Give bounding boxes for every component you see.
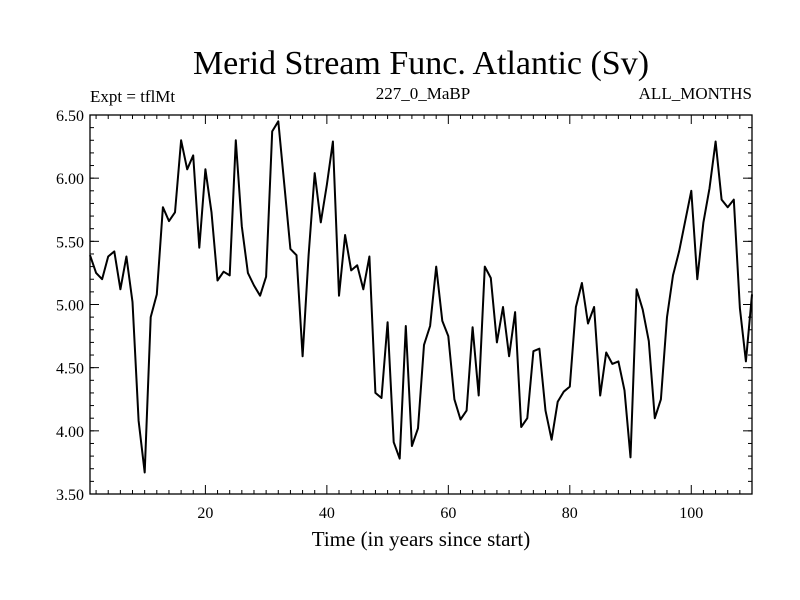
chart-title: Merid Stream Func. Atlantic (Sv)	[193, 45, 649, 82]
axes: 3.50 4.00 4.50 5.00 5.50 6.00 6.50 20 40 60 80 100	[56, 108, 753, 522]
x-tick-label: 20	[197, 505, 213, 522]
y-tick-label: 4.50	[56, 361, 84, 378]
x-axis-label: Time (in years since start)	[312, 527, 531, 551]
y-tick-label: 5.50	[56, 234, 84, 251]
x-tick-label: 80	[562, 505, 578, 522]
series-layer	[89, 120, 753, 474]
x-tick-label: 40	[319, 505, 335, 522]
y-tick-label: 5.00	[56, 298, 84, 315]
plot-frame	[89, 114, 753, 495]
series-line	[89, 120, 753, 474]
y-tick-label: 6.00	[56, 171, 84, 188]
y-tick-label: 4.00	[56, 424, 84, 441]
x-tick-label: 100	[679, 505, 703, 522]
dataset-label: 227_0_MaBP	[376, 84, 470, 103]
y-tick-label: 3.50	[56, 487, 84, 504]
x-tick-label: 60	[440, 505, 456, 522]
experiment-label: Expt = tflMt	[90, 87, 175, 106]
y-tick-label: 6.50	[56, 108, 84, 125]
months-label: ALL_MONTHS	[639, 84, 752, 103]
